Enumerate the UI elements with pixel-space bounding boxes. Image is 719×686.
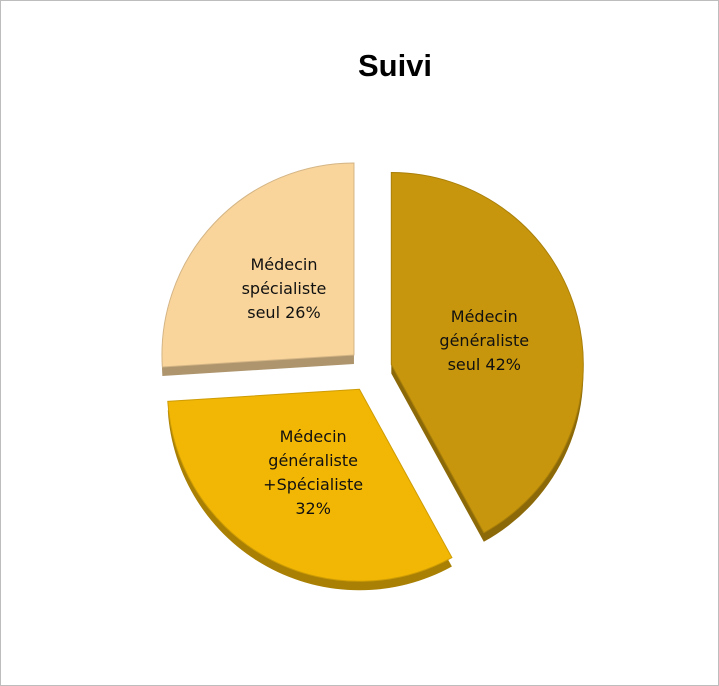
slice bbox=[161, 162, 355, 368]
value-label: 26% bbox=[285, 303, 321, 323]
slice bbox=[390, 172, 584, 534]
slice-label: Médecin spécialiste seul 26% bbox=[214, 229, 354, 349]
slice bbox=[167, 388, 453, 582]
value-label: 42% bbox=[485, 354, 521, 374]
slice-label-text: Médecin généraliste +Spécialiste 32% bbox=[257, 425, 369, 521]
chart-title: Suivi bbox=[358, 48, 432, 83]
slice-label-box: Médecin généraliste +Spécialiste 32% bbox=[243, 413, 383, 533]
category-label: Médecin généraliste +Spécialiste bbox=[263, 427, 364, 495]
slice-label: Médecin généraliste seul 42% bbox=[414, 281, 554, 401]
value-label: 32% bbox=[295, 499, 331, 519]
category-label: Médecin généraliste seul bbox=[439, 306, 530, 374]
slice-label-box: Médecin spécialiste seul 26% bbox=[214, 229, 354, 349]
slice-label-text: Médecin généraliste seul 42% bbox=[428, 305, 540, 377]
slice-label-box: Médecin généraliste seul 42% bbox=[414, 281, 554, 401]
slice-label: Médecin généraliste +Spécialiste 32% bbox=[243, 413, 383, 533]
category-label: Médecin spécialiste seul bbox=[241, 255, 327, 323]
slice-label-text: Médecin spécialiste seul 26% bbox=[228, 253, 340, 325]
